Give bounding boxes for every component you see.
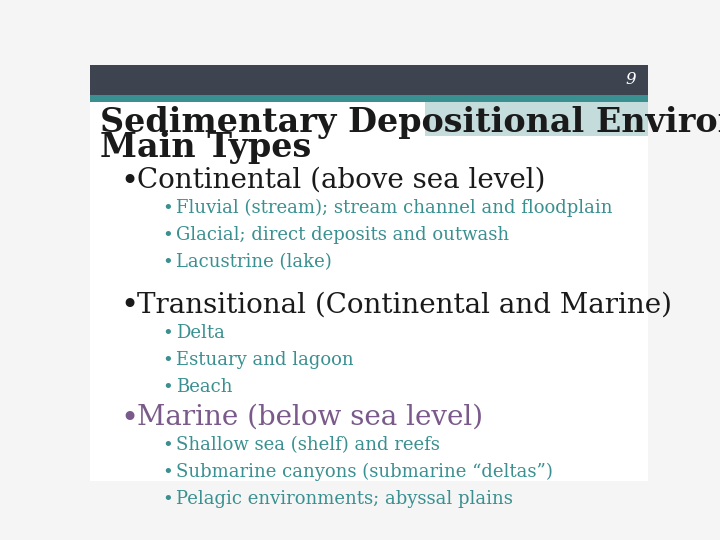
Text: •: • (163, 490, 174, 508)
Text: Beach: Beach (176, 378, 233, 396)
Text: Sedimentary Depositional Environments:: Sedimentary Depositional Environments: (100, 106, 720, 139)
Text: •: • (121, 167, 139, 195)
Bar (90, 94, 648, 102)
Text: •: • (163, 436, 174, 454)
Text: Submarine canyons (submarine “deltas”): Submarine canyons (submarine “deltas”) (176, 463, 554, 481)
Text: •: • (163, 253, 174, 271)
Text: •: • (163, 199, 174, 217)
Text: •: • (163, 463, 174, 481)
Text: Main Types: Main Types (100, 131, 311, 164)
Text: Shallow sea (shelf) and reefs: Shallow sea (shelf) and reefs (176, 436, 441, 454)
Bar (90, 65, 648, 94)
Text: •: • (121, 292, 139, 320)
Text: •: • (121, 404, 139, 433)
Text: •: • (163, 324, 174, 342)
Text: Lacustrine (lake): Lacustrine (lake) (176, 253, 332, 271)
Text: •: • (163, 378, 174, 396)
Text: Marine (below sea level): Marine (below sea level) (138, 404, 484, 431)
Text: 9: 9 (625, 71, 636, 88)
Text: Pelagic environments; abyssal plains: Pelagic environments; abyssal plains (176, 490, 513, 508)
Text: Estuary and lagoon: Estuary and lagoon (176, 351, 354, 369)
Bar (425, 94, 648, 136)
Text: Continental (above sea level): Continental (above sea level) (138, 167, 546, 194)
Text: Delta: Delta (176, 324, 225, 342)
Text: •: • (163, 351, 174, 369)
Text: Glacial; direct deposits and outwash: Glacial; direct deposits and outwash (176, 226, 510, 244)
Text: •: • (163, 226, 174, 244)
Text: Fluvial (stream); stream channel and floodplain: Fluvial (stream); stream channel and flo… (176, 199, 613, 218)
Text: Transitional (Continental and Marine): Transitional (Continental and Marine) (138, 292, 672, 319)
